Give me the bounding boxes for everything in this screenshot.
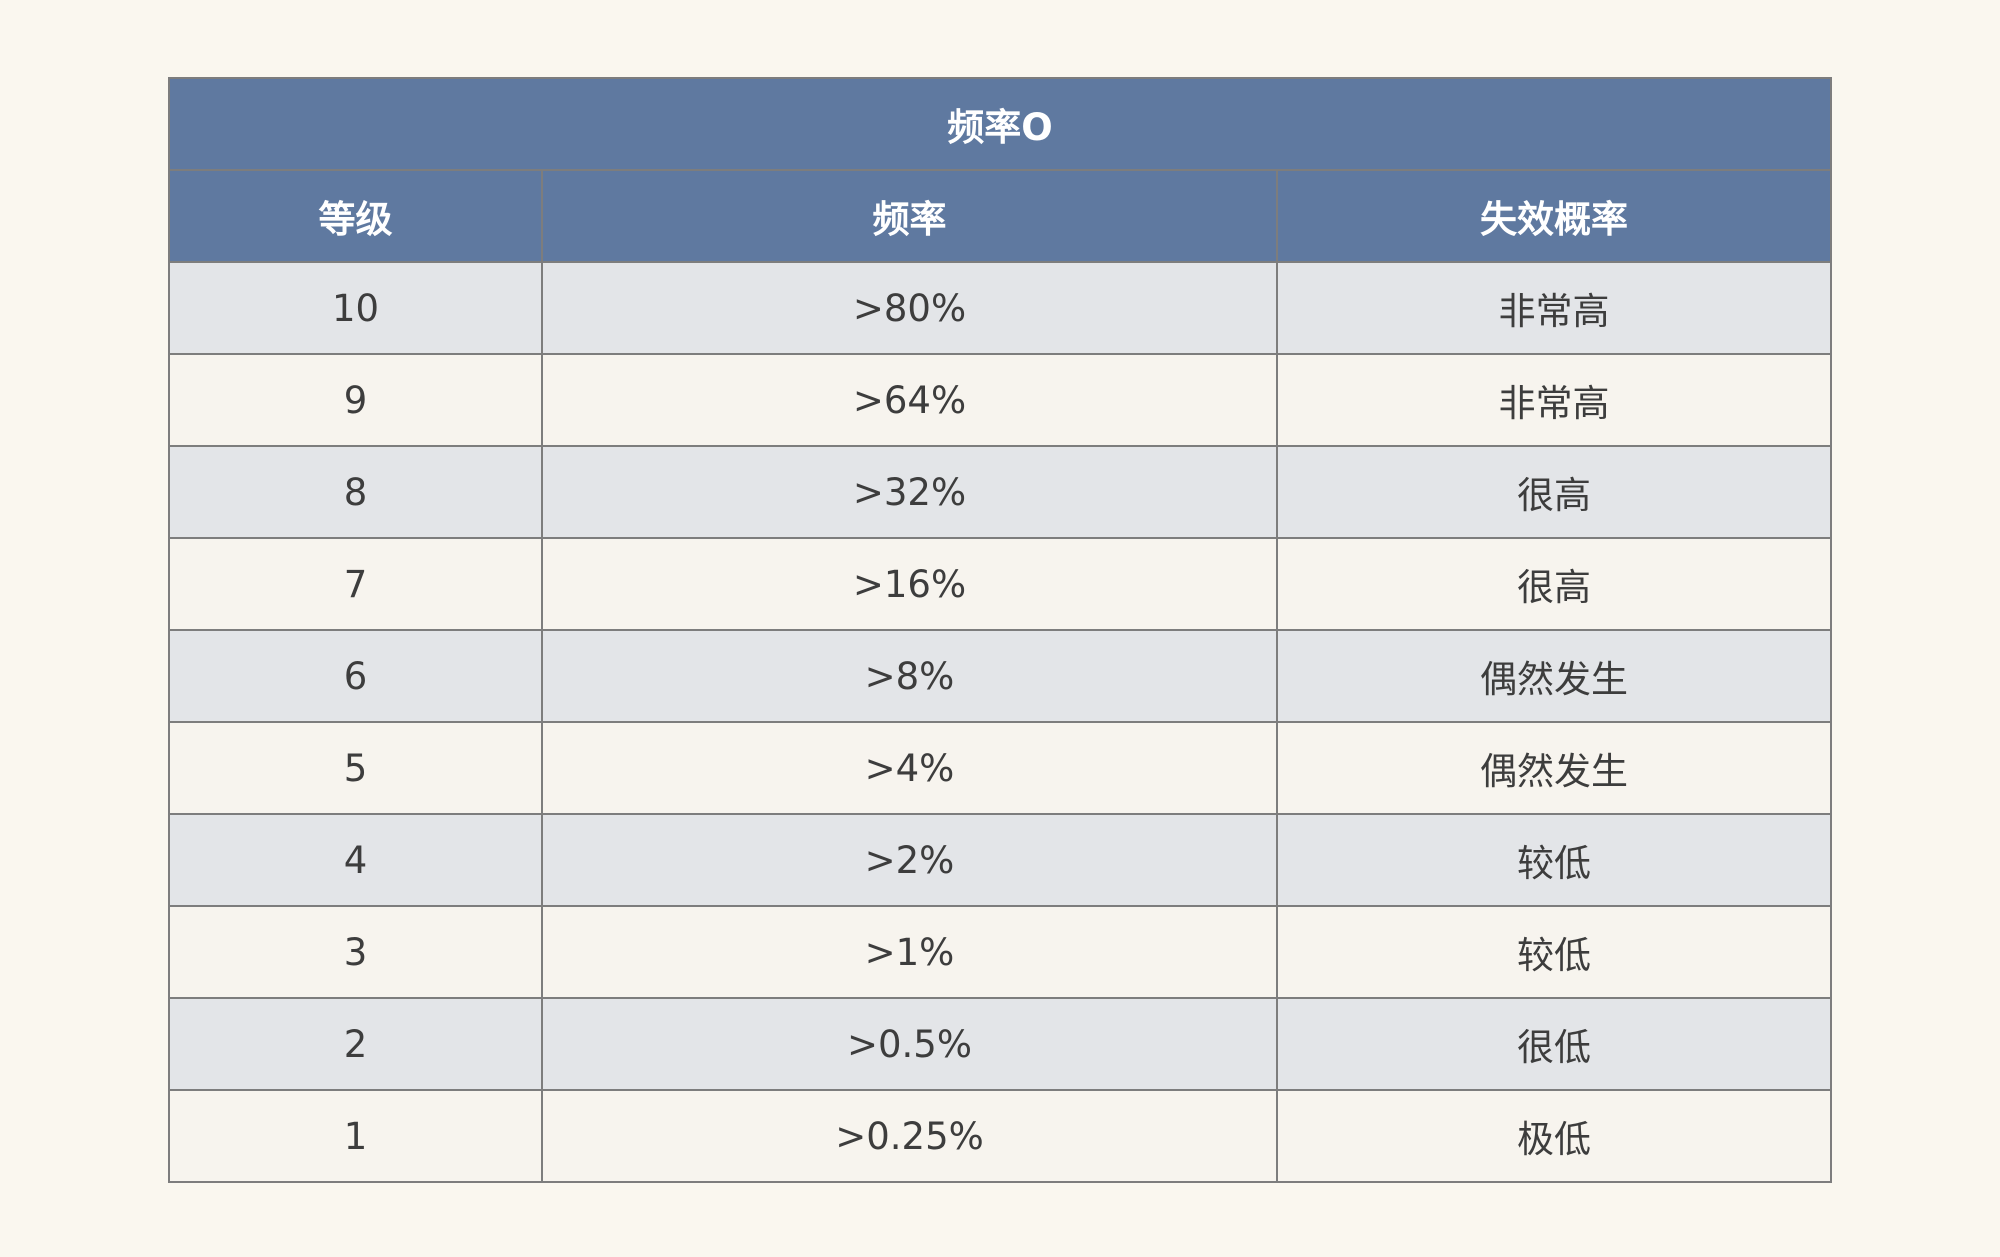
table-cell: 5: [168, 721, 543, 815]
table-cell: >80%: [541, 261, 1278, 355]
table-cell: 1: [168, 1089, 543, 1183]
table-cell: 很高: [1275, 445, 1833, 539]
table-cell: 偶然发生: [1275, 721, 1833, 815]
table-cell: >1%: [541, 905, 1278, 999]
table-row: 3 >1% 较低: [168, 905, 1833, 999]
table-row: 1 >0.25% 极低: [168, 1089, 1833, 1183]
table-cell: 6: [168, 629, 543, 723]
table-cell: 10: [168, 261, 543, 355]
table-row: 5 >4% 偶然发生: [168, 721, 1833, 815]
table-cell: >0.5%: [541, 997, 1278, 1091]
table-row: 8 >32% 很高: [168, 445, 1833, 539]
table-cell: 偶然发生: [1275, 629, 1833, 723]
table-cell: 非常高: [1275, 261, 1833, 355]
table-cell: >0.25%: [541, 1089, 1278, 1183]
column-header: 频率: [541, 169, 1278, 263]
table-cell: 2: [168, 997, 543, 1091]
table-cell: 很低: [1275, 997, 1833, 1091]
table-cell: 8: [168, 445, 543, 539]
table-row: 4 >2% 较低: [168, 813, 1833, 907]
column-header: 失效概率: [1275, 169, 1833, 263]
table-row: 2 >0.5% 很低: [168, 997, 1833, 1091]
table-cell: 较低: [1275, 813, 1833, 907]
column-header: 等级: [168, 169, 543, 263]
table-cell: 极低: [1275, 1089, 1833, 1183]
table-cell: 7: [168, 537, 543, 631]
table-row: 9 >64% 非常高: [168, 353, 1833, 447]
table-cell: >64%: [541, 353, 1278, 447]
table-cell: 很高: [1275, 537, 1833, 631]
table-cell: 3: [168, 905, 543, 999]
table-cell: >16%: [541, 537, 1278, 631]
table-cell: 4: [168, 813, 543, 907]
table-cell: 9: [168, 353, 543, 447]
table-cell: 较低: [1275, 905, 1833, 999]
table-row: 10 >80% 非常高: [168, 261, 1833, 355]
table-row: 6 >8% 偶然发生: [168, 629, 1833, 723]
frequency-table: 频率O 等级 频率 失效概率 10 >80% 非常高 9 >64% 非常高 8 >32% 很高 7 >1…: [167, 77, 1833, 1183]
header-row: 等级 频率 失效概率: [168, 169, 1833, 263]
table-cell: >4%: [541, 721, 1278, 815]
table-row: 7 >16% 很高: [168, 537, 1833, 631]
table-cell: >32%: [541, 445, 1278, 539]
table-cell: >8%: [541, 629, 1278, 723]
table-cell: 非常高: [1275, 353, 1833, 447]
table-title: 频率O: [167, 77, 1833, 171]
table-cell: >2%: [541, 813, 1278, 907]
